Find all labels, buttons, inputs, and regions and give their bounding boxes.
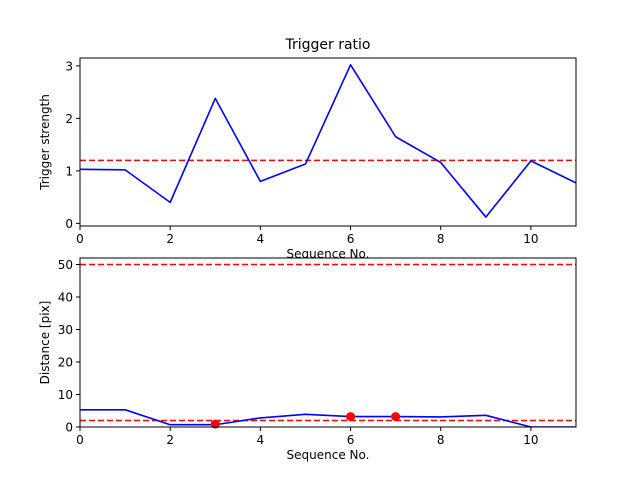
- bottom-y-tick-label: 0: [65, 421, 73, 435]
- top-series-line-0: [80, 64, 576, 218]
- bottom-y-tick-label: 30: [58, 323, 73, 337]
- top-y-tick-label: 2: [65, 112, 73, 126]
- bottom-axes-background: [80, 258, 576, 427]
- top-x-tick-label: 8: [437, 232, 445, 246]
- top-chart-title: Trigger ratio: [284, 37, 370, 53]
- bottom-series-line-0: [80, 408, 576, 427]
- top-x-tick-label: 0: [76, 232, 84, 246]
- top-y-tick-label: 0: [65, 217, 73, 231]
- bottom-x-tick-label: 8: [437, 433, 445, 447]
- top-y-tick-label: 3: [65, 59, 73, 73]
- bottom-marker-point: [391, 412, 401, 422]
- bottom-x-tick-label: 2: [166, 433, 174, 447]
- bottom-x-tick-label: 4: [257, 433, 265, 447]
- top-x-tick-label: 10: [523, 232, 538, 246]
- bottom-marker-point: [346, 412, 356, 422]
- bottom-marker-point: [210, 419, 220, 429]
- bottom-x-tick-label: 10: [523, 433, 538, 447]
- bottom-x-tick-label: 0: [76, 433, 84, 447]
- bottom-x-tick-label: 6: [347, 433, 355, 447]
- bottom-axes-frame: [79, 257, 577, 428]
- top-y-tick-label: 1: [65, 164, 73, 178]
- top-x-tick-label: 6: [347, 232, 355, 246]
- bottom-y-tick-label: 20: [58, 356, 73, 370]
- top-x-tick-label: 4: [257, 232, 265, 246]
- distance-chart: 0 2 4 6 8 10 0 10 20 30 40 50 Sequence No. Distance […: [38, 257, 577, 462]
- bottom-y-axis-label: Distance [pix]: [38, 301, 52, 385]
- bottom-x-axis-label: Sequence No.: [287, 448, 370, 462]
- bottom-y-tick-label: 50: [58, 258, 73, 272]
- top-x-tick-label: 2: [166, 232, 174, 246]
- bottom-y-tick-label: 40: [58, 291, 73, 305]
- top-y-axis-label: Trigger strength: [38, 94, 52, 191]
- top-axes-frame: [79, 57, 577, 227]
- bottom-y-tick-label: 10: [58, 388, 73, 402]
